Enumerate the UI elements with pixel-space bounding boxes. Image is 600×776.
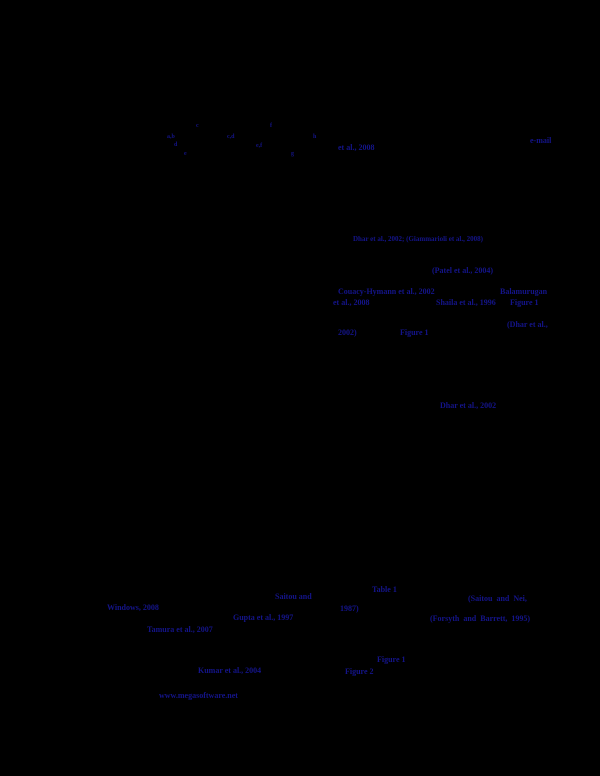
citation-link[interactable]: Couacy-Hymann et al., 2002 (338, 287, 435, 296)
citation-link[interactable]: Windows, 2008 (107, 603, 159, 612)
citation-link[interactable]: 1987) (340, 604, 359, 613)
figure-link[interactable]: Figure 1 (510, 298, 539, 307)
citation-link[interactable]: Dhar et al., 2002 (440, 401, 497, 410)
author-superscript-link[interactable]: e,f (256, 143, 263, 149)
citation-link[interactable]: Tamura et al., 2007 (147, 625, 213, 634)
citation-link[interactable]: et al., 2008 (333, 298, 370, 307)
citation-link[interactable]: Shaila et al., 1996 (436, 298, 496, 307)
author-superscript-link[interactable]: c (196, 123, 199, 129)
figure-link[interactable]: Figure 2 (345, 667, 374, 676)
author-superscript-link[interactable]: f (270, 123, 272, 129)
author-superscript-link[interactable]: a,b (167, 134, 175, 140)
author-line-citation[interactable]: et al., 2008 (338, 143, 375, 152)
author-superscript-link[interactable]: g (291, 151, 294, 157)
author-superscript-link[interactable]: d (174, 142, 178, 148)
header-link[interactable]: e-mail (530, 136, 552, 145)
abstract-citation[interactable]: Dhar et al., 2002; (Giammarioli et al., … (353, 235, 483, 243)
table-link[interactable]: Table 1 (372, 585, 397, 594)
author-superscript-link[interactable]: h (313, 134, 317, 140)
citation-link[interactable]: (Saitou and Nei, (468, 594, 527, 603)
author-superscript-link[interactable]: e (184, 151, 187, 157)
citation-link[interactable]: (Forsyth and Barrett, 1995) (430, 614, 531, 623)
citation-link[interactable]: (Patel et al., 2004) (432, 266, 494, 275)
citation-link[interactable]: Saitou and (275, 592, 312, 601)
url-link[interactable]: www.megasoftware.net (159, 691, 238, 700)
figure-link[interactable]: Figure 1 (400, 328, 429, 337)
citation-link[interactable]: 2002) (338, 328, 357, 337)
citation-link[interactable]: Kumar et al., 2004 (198, 666, 262, 675)
author-superscript-link[interactable]: c,d (227, 134, 235, 140)
figure-link[interactable]: Figure 1 (377, 655, 406, 664)
citation-link[interactable]: Gupta et al., 1997 (233, 613, 294, 622)
citation-link[interactable]: Balamurugan (500, 287, 548, 296)
citation-link[interactable]: (Dhar et al., (507, 320, 548, 329)
